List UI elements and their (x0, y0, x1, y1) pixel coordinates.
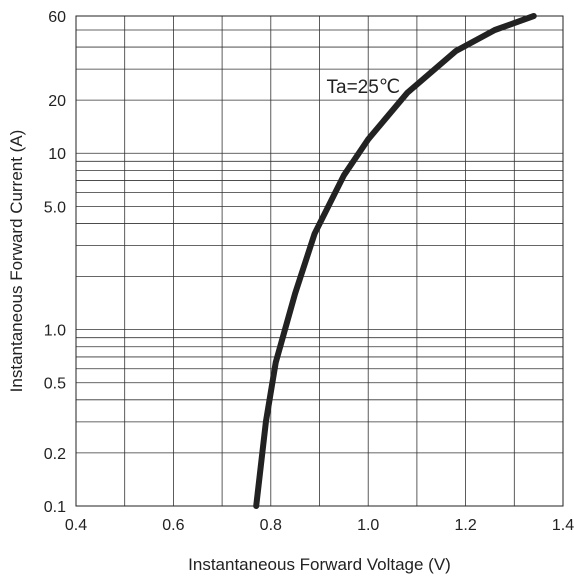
x-tick-label: 1.4 (552, 517, 574, 534)
minor-grid (76, 16, 563, 506)
x-tick-label: 0.8 (260, 517, 282, 534)
y-tick-label: 60 (48, 9, 66, 26)
y-tick-label: 20 (48, 93, 66, 110)
y-tick-label: 0.1 (44, 499, 66, 516)
x-tick-label: 1.0 (357, 517, 379, 534)
y-tick-label: 10 (48, 146, 66, 163)
y-tick-label: 0.5 (44, 376, 66, 393)
temperature-annotation: Ta=25℃ (327, 77, 401, 98)
y-tick-label: 1.0 (44, 323, 66, 340)
x-tick-labels: 0.4 0.6 0.8 1.0 1.2 1.4 (65, 517, 574, 534)
y-axis-title: Instantaneous Forward Current (A) (7, 130, 26, 393)
x-tick-label: 1.2 (454, 517, 476, 534)
y-tick-labels: 0.1 0.2 0.5 1.0 5.0 10 20 60 (44, 9, 66, 516)
x-tick-label: 0.4 (65, 517, 87, 534)
y-tick-label: 5.0 (44, 199, 66, 216)
x-axis-title: Instantaneous Forward Voltage (V) (188, 555, 451, 574)
x-tick-label: 0.6 (162, 517, 184, 534)
y-tick-label: 0.2 (44, 446, 66, 463)
